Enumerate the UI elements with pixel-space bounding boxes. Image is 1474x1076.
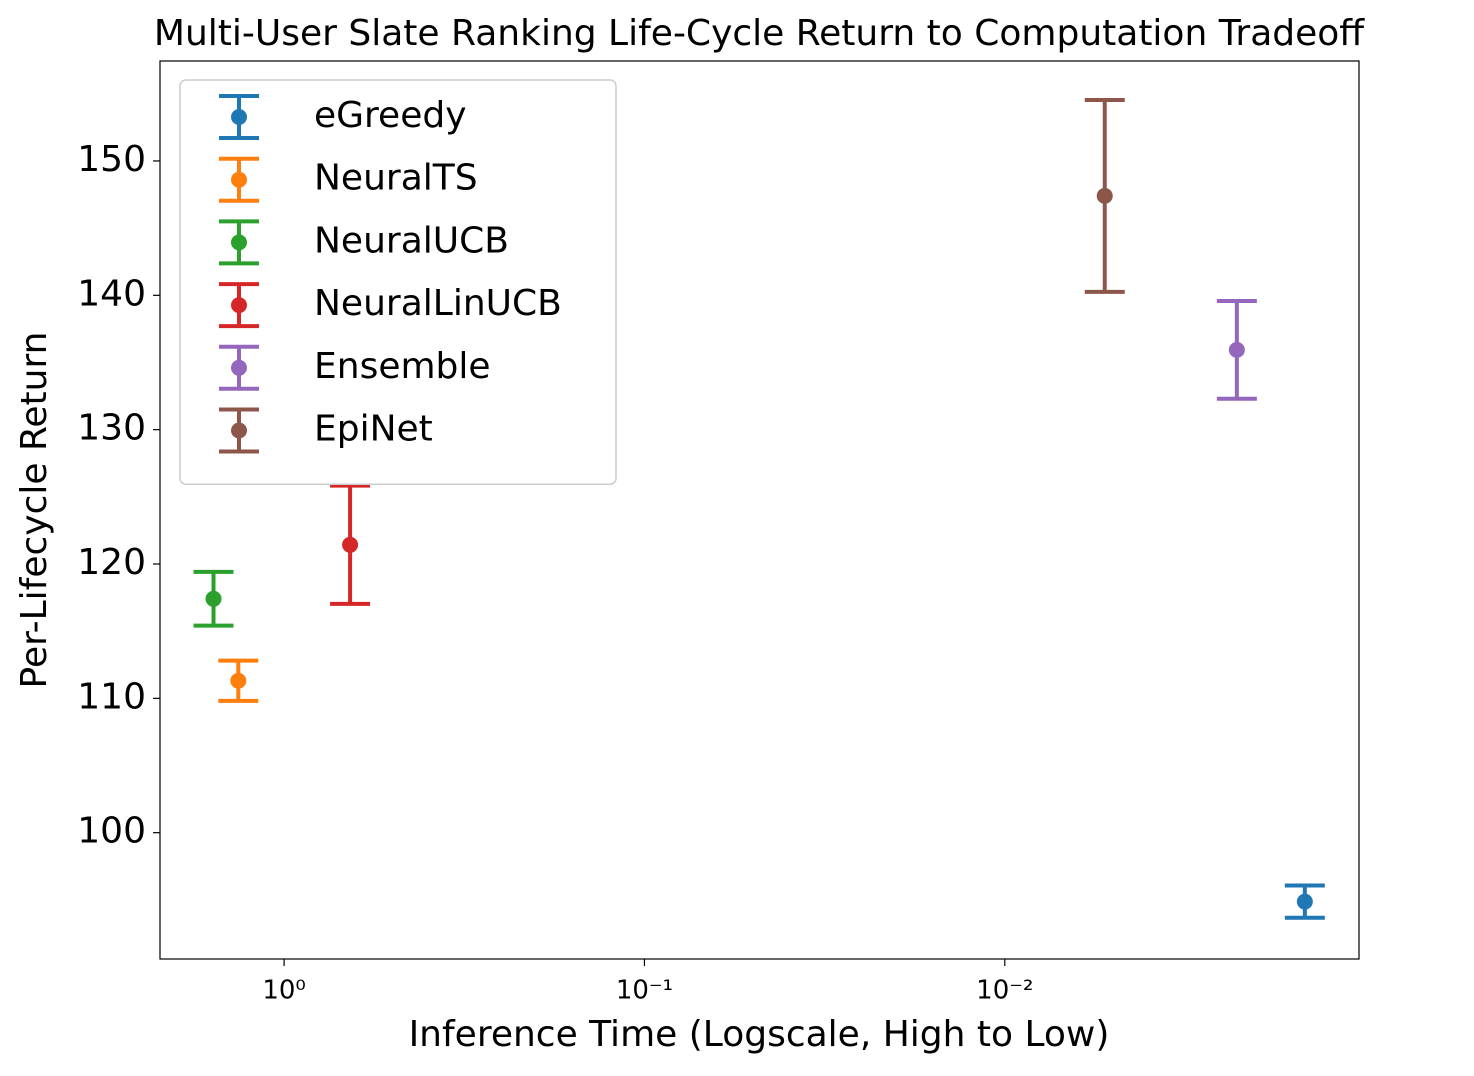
- legend-handle: [231, 171, 247, 188]
- chart-title: Multi-User Slate Ranking Life-Cycle Retu…: [154, 13, 1365, 54]
- legend-label: NeuralUCB: [314, 220, 509, 261]
- legend-handle: [231, 234, 247, 251]
- legend-label: EpiNet: [314, 409, 433, 450]
- y-axis-label: Per-Lifecycle Return: [14, 332, 55, 689]
- legend-handle: [231, 109, 247, 125]
- legend-handle: [231, 359, 247, 376]
- legend-box: [179, 79, 617, 485]
- point: [1096, 187, 1113, 204]
- legend-handle: [231, 422, 247, 439]
- y-tick-label: 140: [77, 273, 146, 314]
- x-tick-label: 10⁻¹: [616, 976, 673, 1006]
- legend-handle: [231, 297, 247, 314]
- y-tick-label: 150: [77, 139, 146, 180]
- legend-label: NeuralLinUCB: [314, 283, 562, 324]
- x-tick-label: 10⁰: [262, 976, 306, 1006]
- x-tick-label: 10⁻²: [976, 976, 1033, 1006]
- point: [342, 536, 359, 553]
- point: [230, 672, 247, 689]
- y-tick-label: 110: [77, 676, 146, 717]
- point: [1228, 341, 1245, 358]
- plot-frame: [159, 60, 1360, 960]
- y-tick-label: 130: [77, 408, 146, 449]
- x-axis-label: Inference Time (Logscale, High to Low): [409, 1014, 1110, 1055]
- legend-label: NeuralTS: [314, 158, 478, 199]
- point: [205, 590, 222, 607]
- point: [1296, 893, 1313, 910]
- y-tick-label: 120: [77, 542, 146, 583]
- legend-label: eGreedy: [314, 95, 467, 136]
- y-tick-label: 100: [77, 811, 146, 852]
- legend-label: Ensemble: [314, 346, 491, 387]
